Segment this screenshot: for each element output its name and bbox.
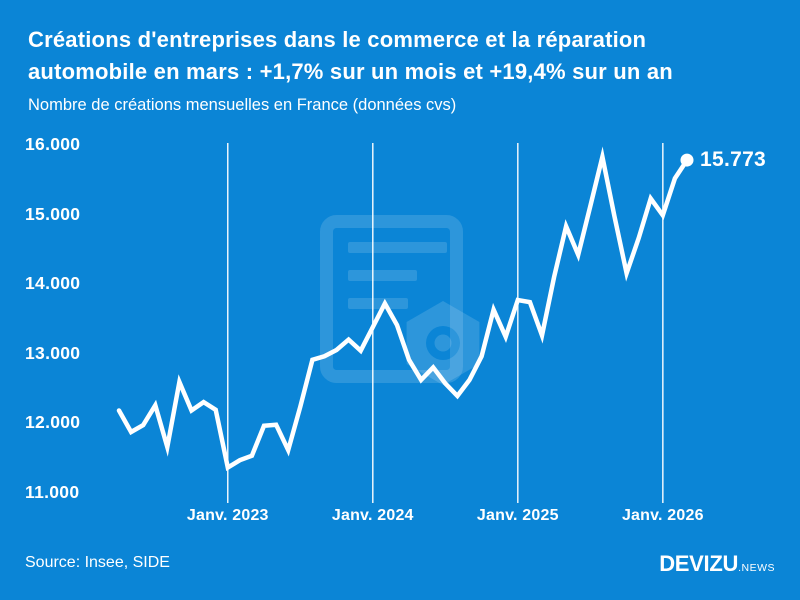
- y-axis-label: 15.000: [25, 203, 81, 224]
- source-note: Source: Insee, SIDE: [25, 554, 170, 571]
- y-axis-label: 16.000: [25, 134, 81, 155]
- end-value-label: 15.773: [700, 148, 767, 172]
- y-axis-label: 11.000: [25, 481, 80, 502]
- series-line: [116, 146, 690, 472]
- x-axis-label: Janv. 2025: [476, 507, 559, 524]
- hexagon-nut-icon: [406, 301, 480, 385]
- chart-title-line-1: Créations d'entreprises dans le commerce…: [28, 27, 647, 52]
- y-axis-label: 12.000: [25, 412, 81, 433]
- brand-name: DEVIZU: [659, 551, 739, 576]
- year-gridlines: [227, 143, 664, 503]
- watermark: [320, 215, 480, 385]
- brand-suffix: .NEWS: [738, 562, 775, 574]
- document-text-line-icon: [348, 298, 408, 309]
- chart-title-line-2: automobile en mars : +1,7% sur un mois e…: [28, 59, 673, 84]
- brand-logo: DEVIZU .NEWS: [659, 551, 775, 577]
- hexagon-nut-center-icon: [434, 334, 452, 352]
- end-point-dot: [680, 153, 694, 167]
- x-axis-label: Janv. 2026: [621, 507, 704, 524]
- y-axis-label: 13.000: [25, 342, 81, 363]
- document-text-line-icon: [348, 270, 417, 281]
- x-axis-label: Janv. 2024: [331, 507, 414, 524]
- document-text-line-icon: [348, 242, 447, 253]
- x-axis-label: Janv. 2023: [186, 507, 269, 524]
- y-axis-label: 14.000: [25, 273, 81, 294]
- header: Créations d'entreprises dans le commerce…: [28, 24, 673, 115]
- chart-subtitle: Nombre de créations mensuelles en France…: [28, 96, 457, 114]
- document-icon: [320, 215, 463, 383]
